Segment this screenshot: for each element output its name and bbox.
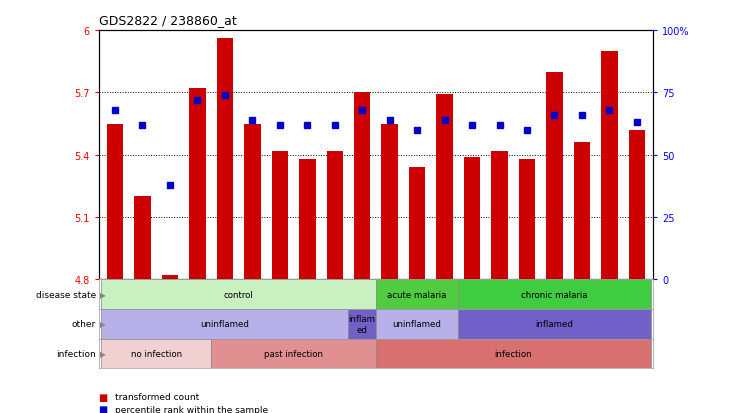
Text: past infection: past infection xyxy=(264,349,323,358)
Bar xyxy=(464,157,480,280)
Text: control: control xyxy=(224,290,253,299)
Text: uninflamed: uninflamed xyxy=(201,320,250,329)
Bar xyxy=(458,280,650,309)
Text: ■: ■ xyxy=(99,404,108,413)
Bar xyxy=(458,309,650,339)
Bar xyxy=(217,39,233,280)
Bar xyxy=(546,72,563,280)
Bar xyxy=(602,52,618,280)
Text: ■: ■ xyxy=(99,392,108,402)
Bar xyxy=(244,124,261,280)
Text: transformed count: transformed count xyxy=(115,392,199,401)
Bar xyxy=(382,124,398,280)
Bar xyxy=(437,95,453,280)
Text: infection: infection xyxy=(494,349,532,358)
Bar xyxy=(574,143,590,280)
Text: disease state: disease state xyxy=(36,290,96,299)
Text: other: other xyxy=(72,320,96,329)
Text: GDS2822 / 238860_at: GDS2822 / 238860_at xyxy=(99,14,237,27)
Bar xyxy=(101,339,211,368)
Text: ▶: ▶ xyxy=(100,290,106,299)
Bar xyxy=(101,309,348,339)
Text: ▶: ▶ xyxy=(100,320,106,329)
Bar xyxy=(519,159,535,280)
Bar xyxy=(189,89,206,280)
Text: percentile rank within the sample: percentile rank within the sample xyxy=(115,405,268,413)
Bar xyxy=(348,309,376,339)
Text: no infection: no infection xyxy=(131,349,182,358)
Bar xyxy=(376,309,458,339)
Text: chronic malaria: chronic malaria xyxy=(521,290,588,299)
Bar xyxy=(326,151,343,280)
Bar xyxy=(376,280,458,309)
Bar xyxy=(211,339,376,368)
Bar xyxy=(107,124,123,280)
Bar xyxy=(354,93,370,280)
Text: inflam
ed: inflam ed xyxy=(349,314,376,334)
Text: acute malaria: acute malaria xyxy=(388,290,447,299)
Bar xyxy=(629,131,645,280)
Text: uninflamed: uninflamed xyxy=(393,320,442,329)
Bar xyxy=(134,197,150,280)
Bar xyxy=(101,280,376,309)
Text: infection: infection xyxy=(56,349,96,358)
Bar xyxy=(409,168,426,280)
Bar xyxy=(491,151,508,280)
Text: inflamed: inflamed xyxy=(536,320,573,329)
Bar xyxy=(162,275,178,280)
Text: ▶: ▶ xyxy=(100,349,106,358)
Bar xyxy=(376,339,650,368)
Bar xyxy=(299,159,315,280)
Bar xyxy=(272,151,288,280)
